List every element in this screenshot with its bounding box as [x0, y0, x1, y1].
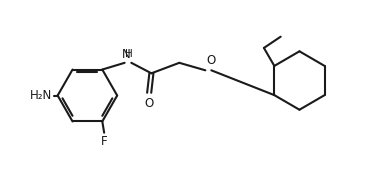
Text: H₂N: H₂N — [30, 89, 52, 102]
Text: O: O — [145, 96, 154, 109]
Text: O: O — [206, 54, 215, 67]
Text: N: N — [122, 48, 131, 61]
Text: F: F — [101, 134, 108, 148]
Text: H: H — [125, 49, 133, 59]
